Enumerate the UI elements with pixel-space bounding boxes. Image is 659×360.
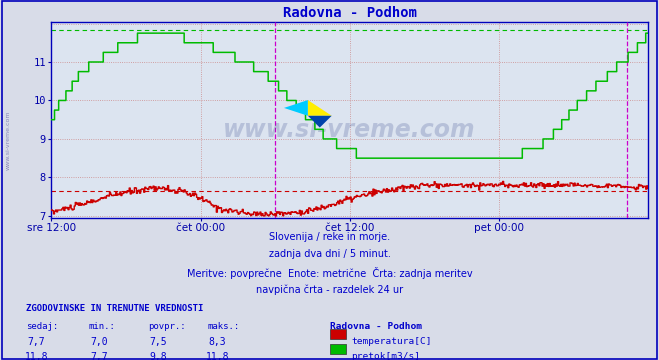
Polygon shape bbox=[284, 100, 308, 116]
Polygon shape bbox=[308, 116, 331, 127]
Text: ZGODOVINSKE IN TRENUTNE VREDNOSTI: ZGODOVINSKE IN TRENUTNE VREDNOSTI bbox=[26, 304, 204, 313]
Polygon shape bbox=[308, 100, 331, 116]
Text: temperatura[C]: temperatura[C] bbox=[351, 337, 432, 346]
Title: Radovna - Podhom: Radovna - Podhom bbox=[283, 6, 416, 21]
Text: sedaj:: sedaj: bbox=[26, 322, 59, 331]
Text: www.si-vreme.com: www.si-vreme.com bbox=[223, 117, 476, 141]
Text: 11,8: 11,8 bbox=[206, 352, 229, 360]
Text: povpr.:: povpr.: bbox=[148, 322, 186, 331]
Text: Radovna - Podhom: Radovna - Podhom bbox=[330, 322, 422, 331]
Text: 9,8: 9,8 bbox=[150, 352, 167, 360]
Text: Slovenija / reke in morje.: Slovenija / reke in morje. bbox=[269, 232, 390, 242]
Text: navpična črta - razdelek 24 ur: navpična črta - razdelek 24 ur bbox=[256, 284, 403, 294]
Text: 11,8: 11,8 bbox=[24, 352, 48, 360]
Text: 7,7: 7,7 bbox=[90, 352, 107, 360]
Text: Meritve: povprečne  Enote: metrične  Črta: zadnja meritev: Meritve: povprečne Enote: metrične Črta:… bbox=[186, 267, 473, 279]
Text: min.:: min.: bbox=[89, 322, 116, 331]
Text: www.si-vreme.com: www.si-vreme.com bbox=[5, 111, 11, 170]
Text: 8,3: 8,3 bbox=[209, 337, 226, 347]
Text: 7,0: 7,0 bbox=[90, 337, 107, 347]
Text: zadnja dva dni / 5 minut.: zadnja dva dni / 5 minut. bbox=[269, 249, 390, 260]
Text: maks.:: maks.: bbox=[208, 322, 240, 331]
Text: pretok[m3/s]: pretok[m3/s] bbox=[351, 352, 420, 360]
Text: 7,5: 7,5 bbox=[150, 337, 167, 347]
Text: 7,7: 7,7 bbox=[28, 337, 45, 347]
